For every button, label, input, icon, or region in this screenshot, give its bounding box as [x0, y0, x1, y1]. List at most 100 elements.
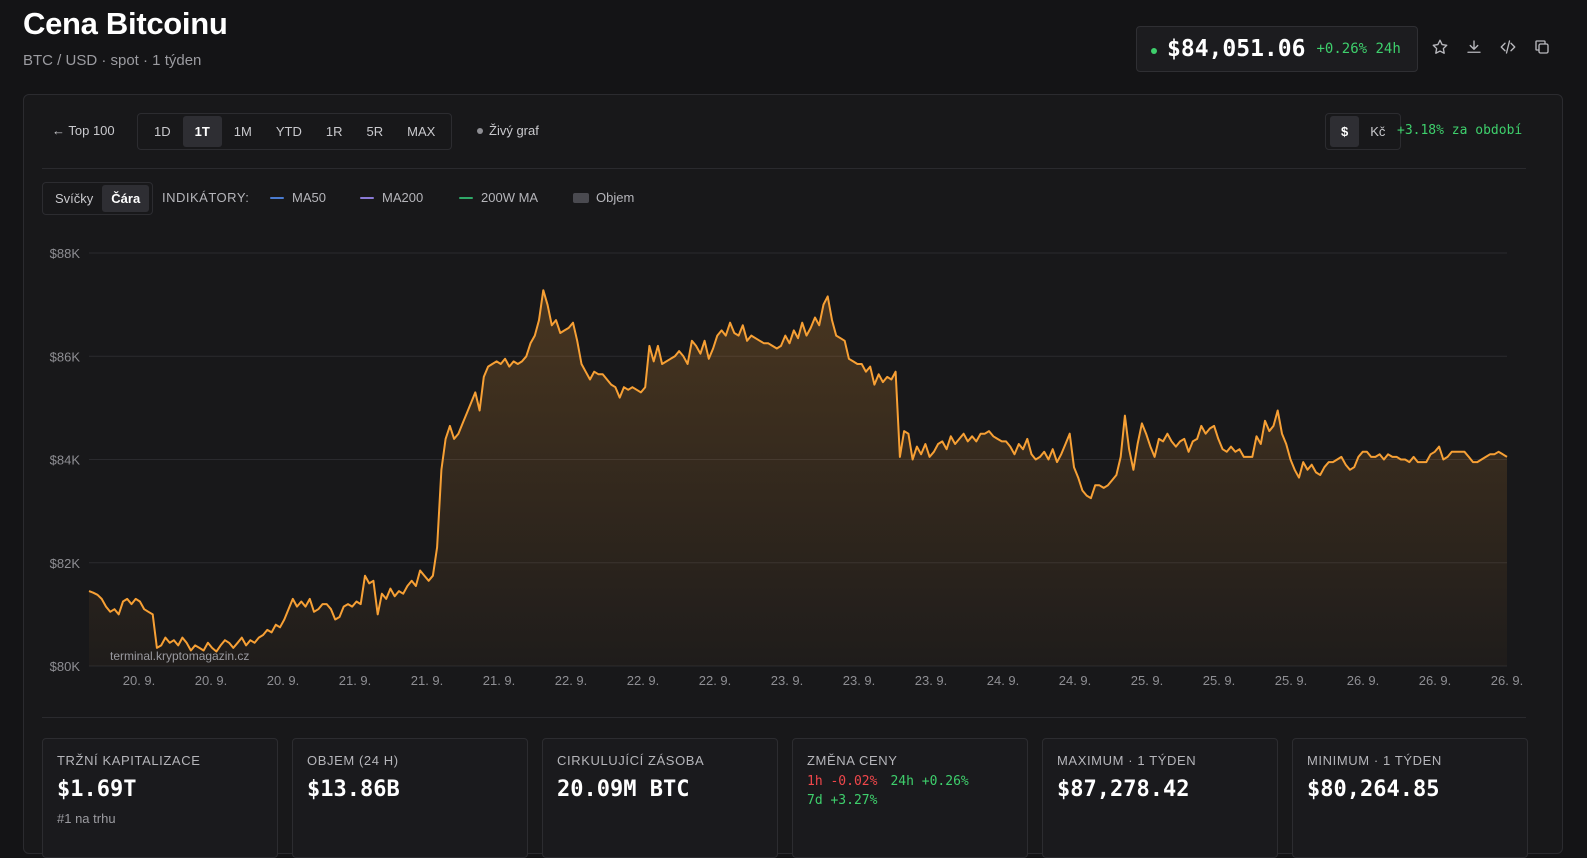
code-icon[interactable] — [1498, 37, 1518, 57]
price-area-fill — [89, 290, 1507, 666]
stat-label: CIRKULUJÍCÍ ZÁSOBA — [557, 753, 705, 768]
indicator-200w-ma-toggle[interactable]: 200W MA — [459, 190, 538, 205]
range-1d-button[interactable]: 1D — [154, 124, 171, 139]
x-tick-label: 20. 9. — [123, 673, 156, 688]
indicator-volume-label: Objem — [596, 190, 635, 205]
stat-card-market-cap: TRŽNÍ KAPITALIZACE $1.69T #1 na trhu — [42, 738, 278, 858]
page-subtitle: BTC / USD · spot · 1 týden — [23, 52, 202, 69]
copy-icon[interactable] — [1532, 37, 1552, 57]
header-actions — [1430, 37, 1552, 57]
y-tick-label: $84K — [50, 453, 81, 468]
currency-czk-button[interactable]: Kč — [1370, 124, 1386, 139]
download-icon[interactable] — [1464, 37, 1484, 57]
x-tick-label: 22. 9. — [555, 673, 588, 688]
volume-swatch — [573, 192, 589, 203]
ma200-swatch — [360, 196, 374, 199]
indicator-ma200-toggle[interactable]: MA200 — [360, 190, 423, 205]
chart-panel: ← Top 100 1D 1T 1M YTD 1R 5R MAX Živý gr… — [23, 94, 1564, 858]
indicator-200w-ma-label: 200W MA — [481, 190, 539, 205]
time-range-selector: 1D 1T 1M YTD 1R 5R MAX — [137, 113, 453, 150]
range-1t-button[interactable]: 1T — [182, 116, 222, 147]
price-change-row: 7d +3.27% — [807, 793, 1013, 808]
change-7d: 7d +3.27% — [807, 793, 878, 808]
ma200w-swatch — [459, 196, 473, 199]
star-icon[interactable] — [1430, 37, 1450, 57]
x-tick-label: 22. 9. — [627, 673, 660, 688]
x-tick-label: 24. 9. — [1059, 673, 1092, 688]
range-5r-button[interactable]: 5R — [366, 124, 384, 139]
stat-label: MAXIMUM · 1 TÝDEN — [1057, 753, 1197, 768]
stats-divider — [42, 717, 1526, 718]
x-tick-label: 25. 9. — [1131, 673, 1164, 688]
indicator-volume-toggle[interactable]: Objem — [573, 190, 634, 205]
toolbar-divider — [42, 168, 1526, 169]
x-tick-label: 24. 9. — [987, 673, 1020, 688]
currency-selector: $ Kč — [1325, 113, 1402, 150]
chart-type-candles-button[interactable]: Svíčky — [55, 191, 94, 206]
stats-cards: TRŽNÍ KAPITALIZACE $1.69T #1 na trhu OBJ… — [42, 738, 1528, 858]
x-tick-label: 26. 9. — [1419, 673, 1452, 688]
price-series-line — [88, 289, 1508, 653]
x-tick-label: 22. 9. — [699, 673, 732, 688]
x-tick-label: 26. 9. — [1491, 673, 1524, 688]
stat-label: TRŽNÍ KAPITALIZACE — [57, 753, 201, 768]
range-ytd-button[interactable]: YTD — [275, 124, 302, 139]
ma50-swatch — [270, 196, 284, 199]
price-chart[interactable]: $88K$86K$84K$82K$80K 20. 9. 20. 9. 20. 9. 2… — [24, 95, 1564, 715]
live-chart-toggle[interactable]: Živý graf — [477, 123, 539, 138]
price-change-24h: +0.26% 24h — [1316, 41, 1401, 57]
stat-value: $1.69T — [57, 777, 137, 802]
range-max-button[interactable]: MAX — [407, 124, 436, 139]
y-tick-label: $80K — [50, 659, 81, 674]
back-to-top100-link[interactable]: ← Top 100 — [52, 123, 115, 138]
stat-label: MINIMUM · 1 TÝDEN — [1307, 753, 1442, 768]
x-tick-label: 25. 9. — [1203, 673, 1236, 688]
stat-value: $87,278.42 — [1057, 777, 1190, 802]
live-chart-dot — [477, 127, 483, 134]
y-tick-label: $82K — [50, 556, 81, 571]
x-tick-label: 23. 9. — [915, 673, 948, 688]
x-tick-label: 20. 9. — [195, 673, 228, 688]
stat-card-volume-24h: OBJEM (24 H) $13.86B — [292, 738, 528, 858]
indicator-ma200-label: MA200 — [382, 190, 424, 205]
live-status-dot — [1151, 47, 1157, 54]
y-tick-label: $88K — [50, 246, 81, 261]
stat-label: ZMĚNA CENY — [807, 753, 898, 768]
chart-watermark: terminal.kryptomagazin.cz — [110, 649, 249, 663]
indicator-ma50-label: MA50 — [292, 190, 326, 205]
stat-card-circulating-supply: CIRKULUJÍCÍ ZÁSOBA 20.09M BTC — [542, 738, 778, 858]
stat-value: $80,264.85 — [1307, 777, 1440, 802]
live-chart-label: Živý graf — [489, 123, 539, 138]
stat-value: $13.86B — [307, 777, 400, 802]
range-1m-button[interactable]: 1M — [233, 124, 252, 139]
x-tick-label: 23. 9. — [843, 673, 876, 688]
currency-usd-button[interactable]: $ — [1330, 116, 1360, 147]
chart-type-selector: Svíčky Čára — [42, 182, 154, 215]
current-price: $84,051.06 — [1167, 36, 1306, 62]
y-axis-ticks: $88K $86K $84K $82K $80K — [50, 246, 81, 674]
chart-type-line-button[interactable]: Čára — [102, 185, 150, 212]
indicator-ma50-toggle[interactable]: MA50 — [270, 190, 326, 205]
x-tick-label: 20. 9. — [267, 673, 300, 688]
page-title: Cena Bitcoinu — [23, 6, 228, 41]
x-tick-label: 25. 9. — [1275, 673, 1308, 688]
y-tick-label: $86K — [50, 349, 81, 364]
x-axis-ticks: 20. 9. 20. 9. 20. 9. 21. 9. 21. 9. 21. 9. 22. … — [123, 673, 1524, 688]
x-tick-label: 21. 9. — [411, 673, 444, 688]
price-change-row: 1h -0.02% 24h +0.26% — [807, 774, 1013, 789]
x-tick-label: 21. 9. — [339, 673, 372, 688]
change-24h: 24h +0.26% — [890, 774, 969, 789]
period-change: +3.18% za období — [1397, 123, 1523, 138]
live-price-box: $84,051.06 +0.26% 24h — [1136, 26, 1418, 72]
stat-label: OBJEM (24 H) — [307, 753, 399, 768]
x-tick-label: 21. 9. — [483, 673, 516, 688]
stat-sub: #1 na trhu — [57, 811, 116, 826]
stat-value: 20.09M BTC — [557, 777, 690, 802]
page-header: Cena Bitcoinu BTC / USD · spot · 1 týden — [23, 6, 228, 69]
x-tick-label: 26. 9. — [1347, 673, 1380, 688]
range-1r-button[interactable]: 1R — [325, 124, 343, 139]
stat-card-week-low: MINIMUM · 1 TÝDEN $80,264.85 — [1292, 738, 1528, 858]
x-tick-label: 23. 9. — [771, 673, 804, 688]
stat-card-price-change: ZMĚNA CENY 1h -0.02% 24h +0.26% 7d +3.27… — [792, 738, 1028, 858]
stat-card-week-high: MAXIMUM · 1 TÝDEN $87,278.42 — [1042, 738, 1278, 858]
